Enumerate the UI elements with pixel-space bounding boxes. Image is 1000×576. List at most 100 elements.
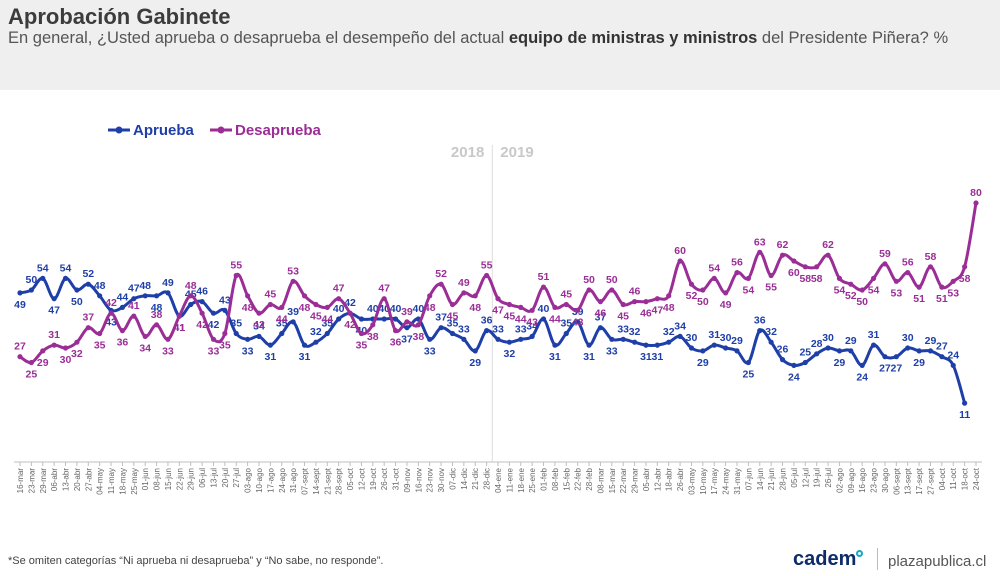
data-point-desaprueba: [882, 261, 888, 267]
data-label-desaprueba: 30: [60, 354, 72, 366]
data-label-aprueba: 33: [515, 323, 527, 335]
x-tick-label: 14-jun: [756, 468, 765, 490]
x-tick-label: 11-ene: [505, 467, 514, 492]
data-point-desaprueba: [85, 325, 91, 331]
x-tick-label: 09-ago: [847, 467, 856, 492]
x-tick-label: 07-sept: [301, 467, 310, 494]
data-label-desaprueba: 53: [947, 287, 959, 299]
data-point-desaprueba: [540, 284, 547, 290]
data-label-aprueba: 50: [26, 274, 38, 286]
data-point-desaprueba: [97, 330, 103, 337]
data-point-desaprueba: [916, 284, 922, 290]
x-tick-label: 12-abr: [653, 468, 662, 491]
data-point-desaprueba: [108, 310, 114, 316]
data-label-aprueba: 24: [947, 349, 959, 361]
data-point-desaprueba: [222, 330, 228, 337]
x-tick-label: 03-ago: [244, 467, 253, 492]
data-label-desaprueba: 53: [287, 265, 299, 277]
x-tick-label: 23-mar: [27, 468, 36, 494]
data-label-aprueba: 31: [583, 351, 595, 363]
data-point-aprueba: [962, 400, 968, 406]
x-tick-label: 17-ago: [266, 467, 275, 492]
data-point-aprueba: [677, 333, 683, 339]
data-point-desaprueba: [279, 304, 285, 310]
data-label-desaprueba: 42: [105, 297, 117, 309]
data-point-desaprueba: [700, 287, 706, 293]
data-point-aprueba: [779, 357, 786, 363]
data-point-desaprueba: [711, 275, 717, 281]
data-label-desaprueba: 50: [583, 274, 595, 286]
data-label-aprueba: 37: [401, 334, 413, 346]
data-label-aprueba: 29: [697, 357, 709, 369]
x-tick-label: 29-mar: [631, 468, 640, 494]
data-point-aprueba: [529, 333, 535, 339]
data-point-desaprueba: [176, 313, 182, 319]
data-point-desaprueba: [245, 293, 251, 299]
data-label-desaprueba: 48: [299, 302, 311, 314]
data-label-aprueba: 44: [117, 291, 129, 303]
x-tick-label: 11-may: [107, 468, 116, 494]
data-point-aprueba: [233, 330, 239, 337]
data-point-aprueba: [916, 348, 922, 354]
data-point-desaprueba: [336, 296, 342, 302]
data-label-desaprueba: 47: [333, 283, 345, 295]
data-label-aprueba: 31: [868, 329, 880, 341]
data-label-desaprueba: 52: [686, 290, 698, 302]
data-label-aprueba: 29: [845, 335, 857, 347]
data-point-desaprueba: [529, 307, 535, 313]
data-point-desaprueba: [552, 304, 558, 310]
data-point-desaprueba: [40, 348, 46, 354]
legend-label: Aprueba: [133, 122, 195, 139]
data-point-aprueba: [324, 330, 330, 337]
data-label-desaprueba: 45: [265, 289, 277, 301]
data-point-desaprueba: [484, 272, 490, 279]
data-label-aprueba: 24: [788, 371, 800, 383]
x-tick-label: 26-oct: [380, 467, 389, 490]
data-point-aprueba: [472, 348, 478, 354]
data-point-aprueba: [62, 275, 69, 281]
data-label-aprueba: 48: [139, 280, 151, 292]
data-label-aprueba: 49: [162, 277, 174, 289]
x-tick-label: 09-nov: [403, 468, 412, 492]
data-label-aprueba: 31: [265, 351, 277, 363]
data-point-aprueba: [711, 342, 717, 348]
data-label-aprueba: 42: [208, 319, 220, 331]
data-point-aprueba: [893, 354, 899, 360]
data-label-desaprueba: 55: [765, 282, 777, 294]
subtitle-text-bold: equipo de ministras y ministros: [508, 29, 758, 47]
data-label-aprueba: 25: [743, 369, 755, 381]
data-point-desaprueba: [836, 275, 843, 281]
data-point-aprueba: [17, 290, 23, 296]
data-point-desaprueba: [962, 264, 968, 270]
data-point-desaprueba: [848, 281, 854, 287]
data-label-desaprueba: 46: [595, 308, 607, 320]
data-point-desaprueba: [51, 342, 57, 348]
x-tick-label: 05-oct: [346, 467, 355, 490]
data-label-desaprueba: 56: [902, 257, 914, 269]
data-label-aprueba: 41: [173, 322, 185, 334]
data-point-desaprueba: [301, 293, 308, 299]
data-point-desaprueba: [74, 339, 80, 345]
data-point-desaprueba: [654, 296, 660, 302]
chart-subtitle: En general, ¿Usted aprueba o desaprueba …: [8, 29, 948, 48]
data-label-aprueba: 48: [151, 302, 163, 314]
site-link[interactable]: plazapublica.cl: [888, 553, 987, 570]
x-tick-label: 23-nov: [426, 468, 435, 492]
data-label-aprueba: 30: [686, 332, 698, 344]
data-label-desaprueba: 48: [469, 302, 481, 314]
x-tick-label: 06-abr: [50, 468, 59, 491]
x-tick-label: 15-mar: [608, 468, 617, 494]
data-point-aprueba: [74, 287, 80, 293]
data-label-aprueba: 29: [913, 357, 925, 369]
data-label-desaprueba: 48: [424, 302, 436, 314]
data-label-aprueba: 30: [902, 332, 914, 344]
data-point-desaprueba: [745, 275, 751, 281]
data-label-desaprueba: 35: [94, 340, 106, 352]
data-point-desaprueba: [688, 281, 695, 287]
data-label-aprueba: 40: [412, 303, 424, 315]
chart-title: Aprobación Gabinete: [8, 4, 231, 29]
data-label-desaprueba: 35: [356, 340, 368, 352]
data-label-desaprueba: 50: [606, 274, 618, 286]
data-point-aprueba: [654, 342, 660, 348]
data-label-desaprueba: 42: [344, 319, 356, 331]
